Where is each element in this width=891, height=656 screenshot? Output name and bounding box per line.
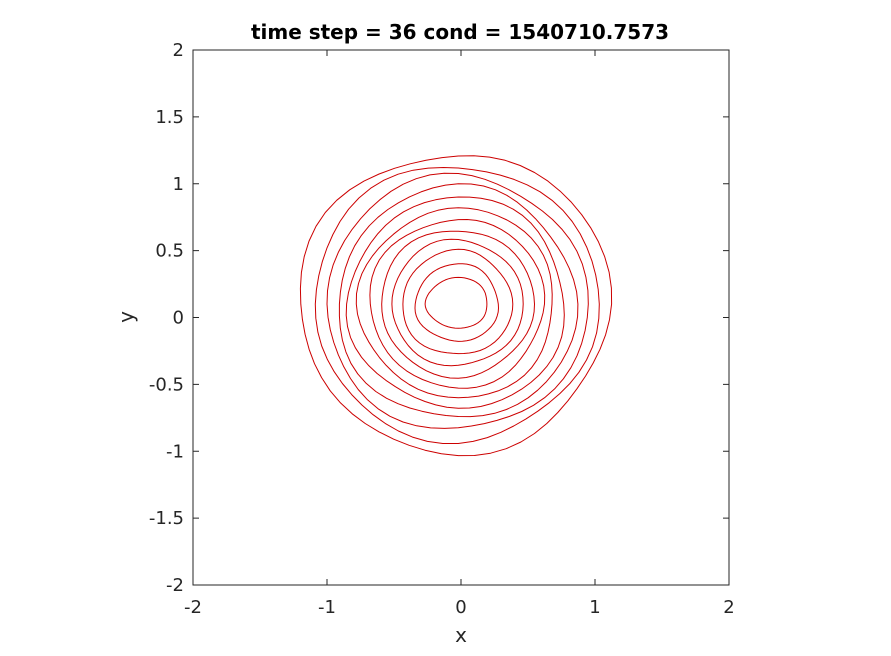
axis-ticks: -2 -1 0 1 2 -2 -1.5 -1 -0.5 0 0.5 1 1.5 2 xyxy=(149,40,735,618)
contour-line xyxy=(338,183,579,418)
x-tick-label: 1 xyxy=(589,597,600,618)
x-tick-label: -1 xyxy=(318,597,336,618)
x-tick-label: 0 xyxy=(455,597,466,618)
y-tick-label: 1.5 xyxy=(155,107,184,128)
chart-title: time step = 36 cond = 1540710.7573 xyxy=(251,20,669,44)
x-axis-label: x xyxy=(455,623,467,647)
contour-line xyxy=(345,196,565,409)
x-tick-label: -2 xyxy=(184,597,202,618)
contour-line xyxy=(355,207,553,399)
contour-line xyxy=(414,263,499,342)
contour-line xyxy=(402,248,514,355)
axes-box xyxy=(192,49,730,586)
y-axis-label: y xyxy=(114,311,138,323)
y-tick-label: 2 xyxy=(173,40,184,61)
y-tick-label: 1 xyxy=(173,174,184,195)
contour-line xyxy=(424,276,488,329)
contour-lines xyxy=(299,155,613,457)
contour-line xyxy=(314,167,600,444)
y-tick-label: -0.5 xyxy=(149,374,184,395)
contour-line xyxy=(369,219,546,389)
y-tick-label: 0.5 xyxy=(155,241,184,262)
y-tick-label: 0 xyxy=(173,308,184,329)
plot-area: -2 -1 0 1 2 -2 -1.5 -1 -0.5 0 0.5 1 1.5 2 xyxy=(149,40,735,618)
x-tick-label: 2 xyxy=(723,597,734,618)
contour-line xyxy=(326,172,589,429)
contour-line xyxy=(391,238,524,367)
y-tick-label: -2 xyxy=(166,575,184,596)
contour-line xyxy=(381,230,535,379)
y-tick-label: -1.5 xyxy=(149,508,184,529)
y-tick-label: -1 xyxy=(166,441,184,462)
contour-line xyxy=(299,155,613,457)
